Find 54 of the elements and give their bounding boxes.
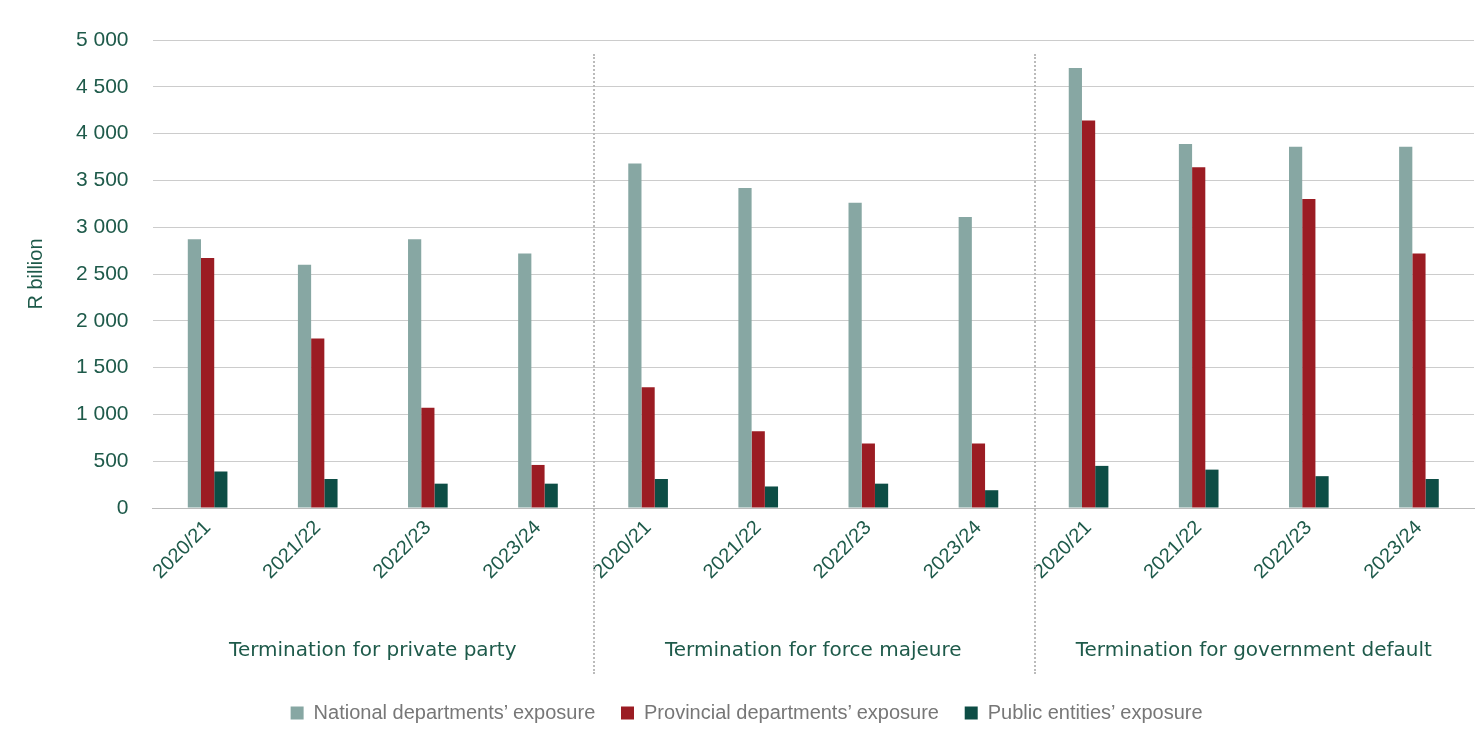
bar [1425, 478, 1439, 508]
bar [1289, 146, 1303, 508]
y-tick-label: 2 000 [75, 307, 129, 331]
bar [434, 483, 448, 508]
legend-label: Public entities’ exposure [987, 700, 1203, 723]
y-tick-label: 4 500 [75, 73, 129, 97]
y-tick-label: 1 000 [75, 401, 129, 425]
y-tick-label: 500 [93, 448, 129, 471]
text: Termination for force majeure [663, 637, 962, 662]
bar [751, 431, 765, 508]
bar [1205, 469, 1219, 508]
bar [1068, 68, 1082, 508]
bar [1192, 167, 1206, 508]
bar [738, 187, 752, 508]
bar [1178, 143, 1193, 508]
bar [324, 478, 338, 508]
bar [1081, 120, 1096, 508]
bar [985, 490, 999, 508]
bar [958, 216, 972, 508]
bar [544, 483, 558, 508]
y-tick-label: 2 500 [75, 260, 129, 284]
bar [654, 478, 668, 508]
bar [1315, 476, 1329, 508]
bar [628, 163, 642, 508]
y-tick-label: 5 000 [75, 26, 129, 50]
text: Termination for government default [1074, 637, 1432, 662]
bar [848, 202, 862, 508]
y-tick-label: 1 500 [75, 354, 129, 378]
legend-label: National departments’ exposure [313, 700, 596, 723]
bar [1399, 146, 1413, 508]
bar [201, 258, 215, 508]
bar [1095, 465, 1109, 508]
bar [861, 443, 875, 508]
bar [214, 471, 228, 508]
y-tick-label: 4 000 [75, 120, 129, 144]
bar [764, 486, 779, 508]
bar [874, 483, 889, 508]
bar [408, 239, 422, 508]
bar [311, 338, 325, 508]
y-tick-label: 3 500 [75, 167, 129, 191]
legend-label: Provincial departments’ exposure [644, 700, 939, 723]
y-tick-label: 3 000 [75, 214, 129, 237]
bar [1412, 253, 1426, 508]
bar [641, 387, 655, 508]
text: Termination for private party [228, 637, 517, 662]
bar [531, 464, 545, 508]
y-tick-label: 0 [116, 494, 129, 518]
bar [971, 443, 986, 508]
bar [518, 253, 532, 508]
bar [187, 239, 201, 508]
bar [421, 407, 435, 508]
bar [297, 264, 312, 508]
y-axis-title: R billion [23, 238, 46, 310]
bar [1302, 199, 1316, 508]
